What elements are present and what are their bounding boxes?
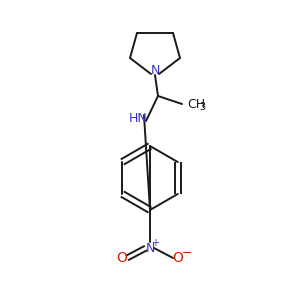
Text: CH: CH (187, 98, 205, 110)
Text: HN: HN (129, 112, 147, 124)
Text: N: N (150, 64, 160, 76)
Text: O: O (172, 251, 183, 265)
Text: N: N (145, 242, 155, 254)
Text: +: + (151, 238, 159, 248)
Text: −: − (182, 247, 192, 260)
Text: O: O (117, 251, 128, 265)
Text: 3: 3 (199, 102, 205, 112)
